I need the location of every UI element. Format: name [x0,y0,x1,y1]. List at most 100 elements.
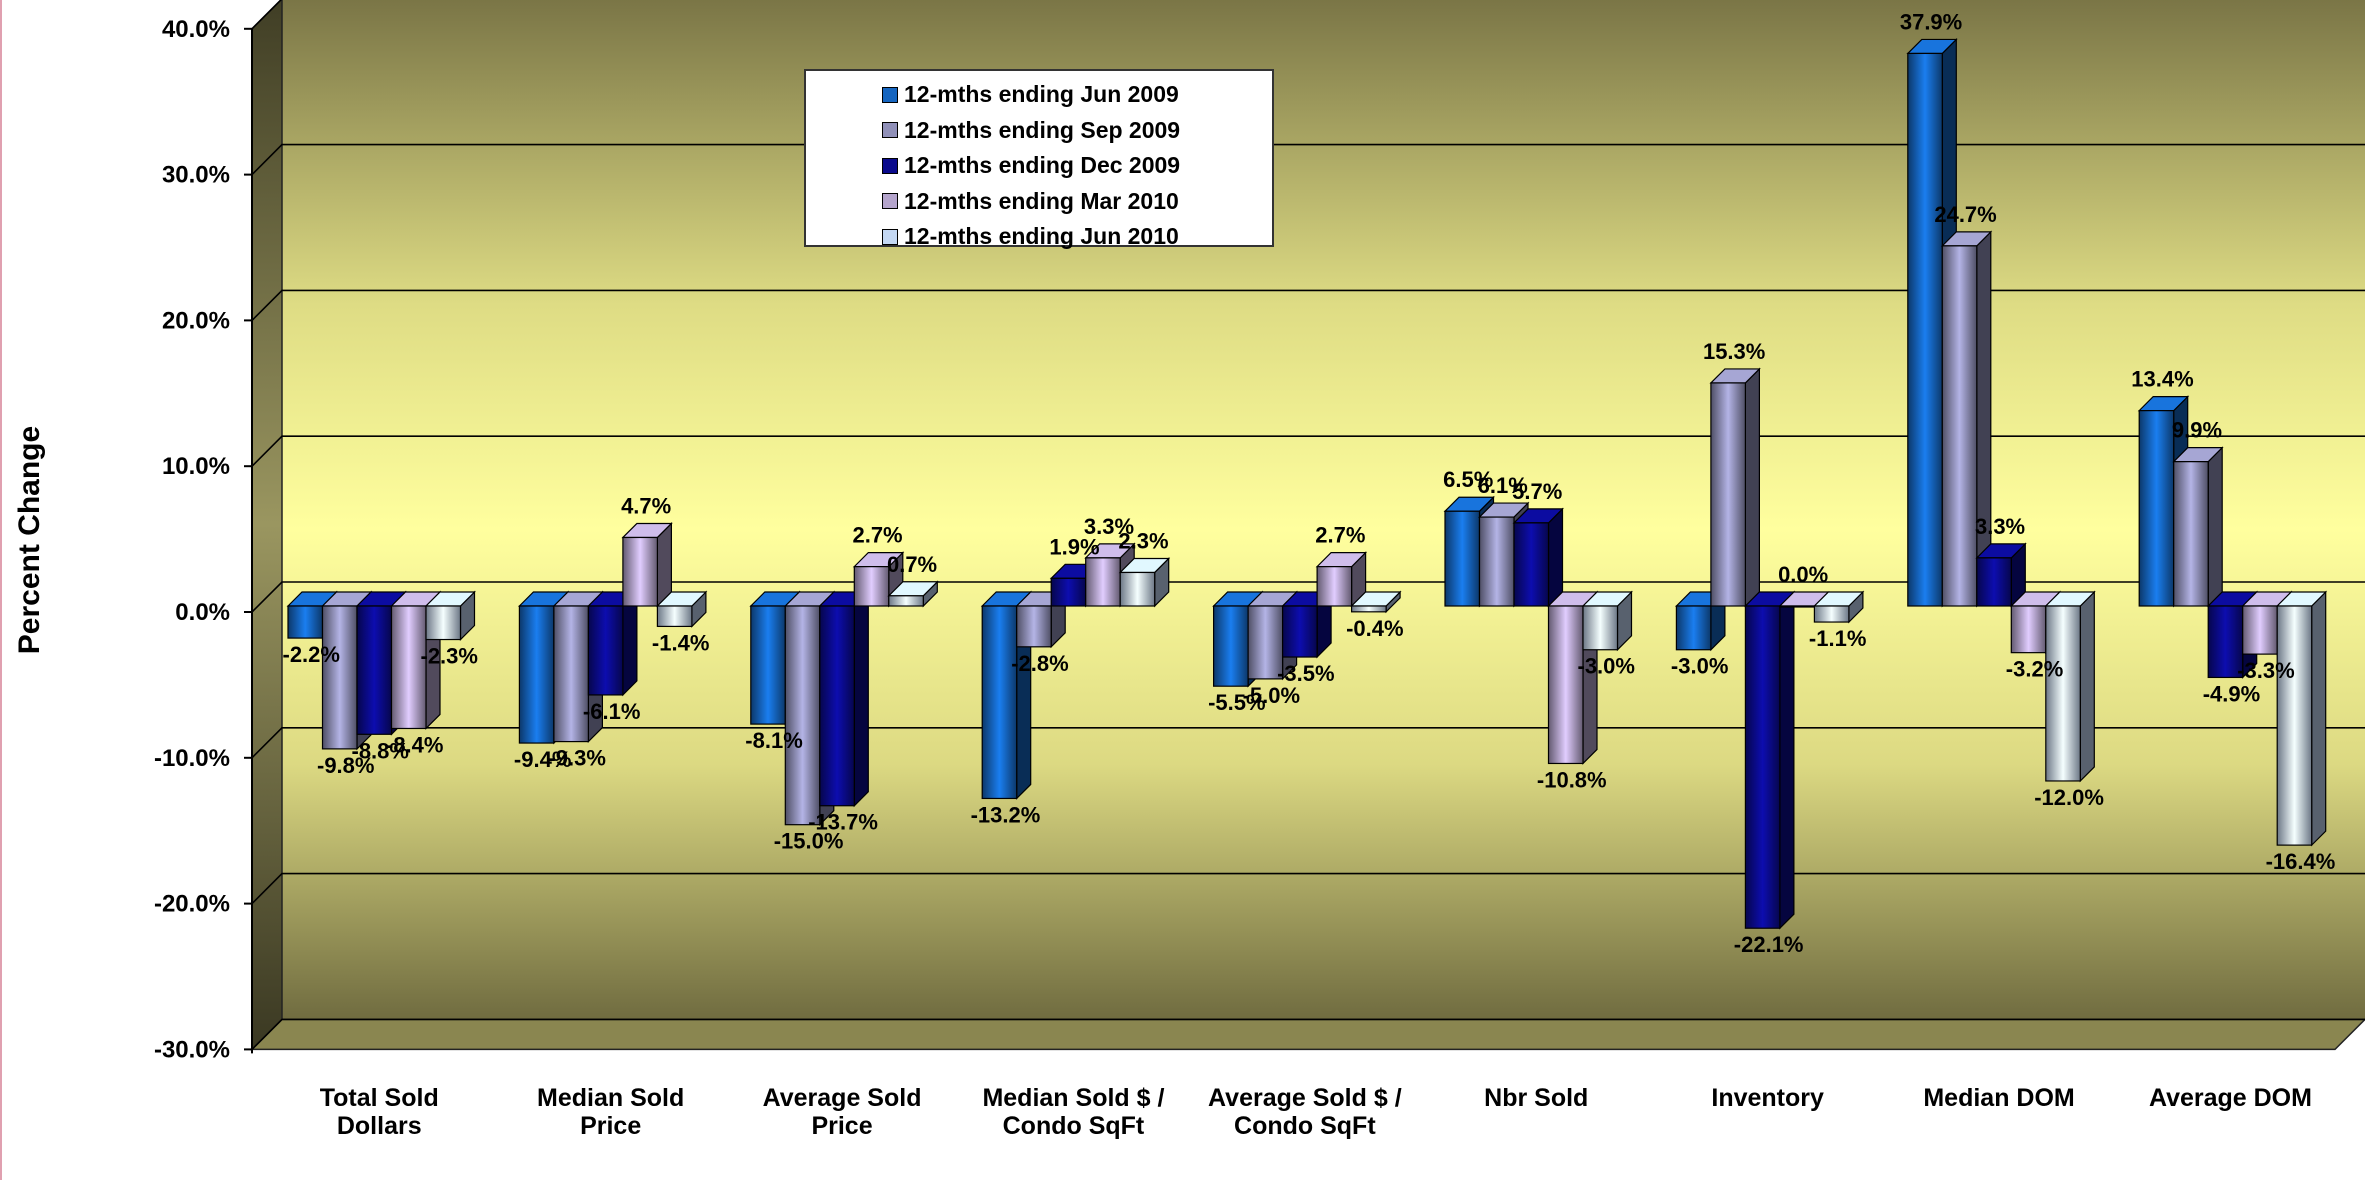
data-label: -0.4% [1346,616,1403,641]
data-label: -2.8% [1011,651,1068,676]
legend-swatch [882,86,898,103]
back-wall [282,0,2365,1020]
category-label: Price [580,1112,641,1140]
gridline [251,726,2365,759]
data-label: 6.1% [1478,473,1528,498]
category-label: Median Sold [537,1084,684,1112]
bar [1581,590,1633,652]
y-axis-label: Percent Change [13,425,46,655]
data-label: 3.3% [1975,514,2025,539]
data-label: 0.7% [887,552,937,577]
data-label: -5.0% [1243,683,1300,708]
bar [818,590,870,808]
category-label: Nbr Sold [1484,1084,1588,1112]
category-label: Median Sold $ / [982,1084,1164,1112]
legend-swatch [882,228,898,245]
data-label: 2.7% [852,523,902,548]
y-tick-label: 0.0% [175,599,230,626]
y-tick-label: 10.0% [162,453,230,480]
legend-entry: 12-mths ending Dec 2009 [882,148,1272,184]
bar [1512,507,1564,608]
data-label: 6.5% [1443,467,1493,492]
legend-label: 12-mths ending Mar 2010 [904,187,1179,214]
category-label: Dollars [337,1112,422,1140]
y-tick-label: 20.0% [162,307,230,334]
data-label: -9.8% [317,753,374,778]
data-label: -3.5% [1277,661,1334,686]
bar [621,522,673,608]
data-label: -3.3% [2237,658,2294,683]
data-label: -3.0% [1671,654,1728,679]
data-label: -2.3% [421,644,478,669]
data-label: 4.7% [621,493,671,518]
y-tick-label: -10.0% [154,745,230,772]
category-label: Average Sold [763,1084,922,1112]
y-tick-label: -20.0% [154,891,230,918]
legend-label: 12-mths ending Jun 2009 [904,81,1179,108]
data-label: -6.1% [583,699,640,724]
bar [2275,590,2328,847]
bar [1743,590,1796,930]
legend-label: 12-mths ending Jun 2010 [904,223,1179,250]
legend-label: 12-mths ending Sep 2009 [904,116,1181,143]
bar [655,590,708,628]
data-label: -13.2% [971,802,1041,827]
y-axis-ticks: -30.0% -20.0% -10.0% 0.0% 10.0% 20.0% 30.0% 40.… [154,16,230,1064]
bar [887,580,939,608]
bar [2172,446,2224,608]
bars [286,37,2328,930]
category-label: Condo SqFt [1003,1112,1145,1140]
legend-entry: 12-mths ending Mar 2010 [882,184,1272,220]
data-label: -10.8% [1537,767,1607,792]
data-label: -22.1% [1734,932,1804,957]
data-label: -15.0% [774,829,844,854]
data-label: 5.7% [1512,479,1562,504]
bar [424,590,476,641]
category-label: Total Sold [320,1084,439,1112]
bar [980,590,1033,800]
gridline [251,581,2365,613]
legend-swatch [882,122,898,139]
legend-swatch [882,193,898,210]
category-label: Condo SqFt [1234,1112,1376,1140]
category-label: Average Sold $ / [1208,1084,1402,1112]
data-label: 37.9% [1900,9,1962,34]
data-label: 1.9% [1049,534,1099,559]
bar [1812,590,1865,624]
bar [1315,551,1368,608]
legend-swatch [882,157,898,174]
data-label: 0.0% [1778,562,1828,587]
bar [1350,590,1402,614]
y-tick-label: 40.0% [162,16,230,43]
bar [586,590,639,697]
data-label: -3.2% [2006,657,2063,682]
data-label: 2.7% [1315,523,1365,548]
data-label: 24.7% [1934,202,1996,227]
category-label: Median DOM [1923,1084,2074,1112]
data-label: 9.9% [2172,418,2222,443]
bar [2241,590,2293,656]
gridlines [244,0,2365,1051]
data-label: -1.4% [652,630,709,655]
gridline [251,0,282,30]
data-label: -8.8% [352,738,409,763]
y-tick-label: -30.0% [154,1036,230,1063]
gridline [251,143,2365,176]
category-label: Inventory [1711,1084,1824,1112]
y-tick-label: 30.0% [162,162,230,189]
legend-entry: 12-mths ending Sep 2009 [882,113,1272,149]
data-label: -1.1% [1809,626,1866,651]
bar [2044,590,2096,783]
gridline [251,872,2365,905]
legend-entry: 12-mths ending Jun 2010 [882,219,1272,255]
data-label: -8.4% [386,732,443,757]
bar [1975,542,2027,608]
category-label: Average DOM [2149,1084,2312,1112]
data-label: -13.7% [808,810,878,835]
data-label: -9.4% [514,747,571,772]
data-label: 3.3% [1084,514,1134,539]
data-label: -16.4% [2266,849,2336,874]
data-label: -8.1% [745,728,802,753]
